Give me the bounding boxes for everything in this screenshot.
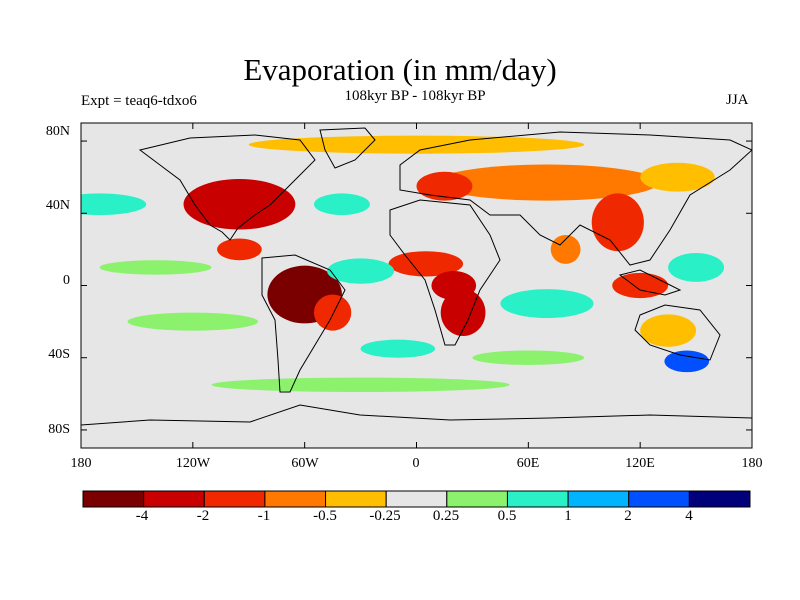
coast-africa <box>389 199 501 346</box>
anomaly-patch-22 <box>313 193 370 216</box>
experiment-label: Expt = teaq6-tdxo6 <box>81 93 197 109</box>
anomaly-patch-20 <box>211 377 510 393</box>
anomaly-patch-18 <box>500 289 594 318</box>
coastlines <box>81 127 752 426</box>
colorbar-label-6: 0.25 <box>432 508 460 524</box>
coast-maritime <box>618 269 682 296</box>
x-tick-0: 0 <box>412 456 420 471</box>
anomaly-patch-7 <box>440 289 486 337</box>
axis-ticks <box>80 123 753 448</box>
anomaly-patch-13 <box>640 314 697 347</box>
colorbar-label-7: 0.5 <box>497 508 517 524</box>
colorbar-box-11 <box>688 490 751 508</box>
anomaly-patch-1 <box>183 178 296 230</box>
colorbar-label-8: 1 <box>564 508 572 524</box>
x-tick-120w: 120W <box>175 456 211 471</box>
colorbar-label-3: -1 <box>257 508 271 524</box>
anomaly-patch-11 <box>550 234 581 264</box>
season-label: JJA <box>726 92 749 108</box>
anomaly-patch-16 <box>99 260 212 275</box>
y-tick-80n: 80N <box>45 124 70 139</box>
y-tick-40n: 40N <box>45 198 70 213</box>
coast-eurasia <box>399 131 752 266</box>
colorbar-box-6 <box>385 490 448 508</box>
anomaly-patch-14 <box>640 162 715 192</box>
colorbar-box-7 <box>446 490 508 508</box>
anomaly-patch-2 <box>217 238 262 261</box>
colorbar-box-3 <box>203 490 266 508</box>
anomaly-patch-9 <box>416 171 473 201</box>
chart-title: Evaporation (in mm/day) <box>243 52 557 87</box>
y-tick-0: 0 <box>63 273 70 288</box>
anomaly-patch-25 <box>668 253 725 282</box>
anomaly-patch-24 <box>248 135 585 154</box>
anomaly-patch-19 <box>664 350 710 373</box>
colorbar-box-8 <box>506 490 569 508</box>
colorbar-label-4: -0.5 <box>313 508 337 524</box>
colorbar-label-2: -2 <box>196 508 210 524</box>
anomaly-patch-10 <box>591 193 644 252</box>
colorbar-label-5: -0.25 <box>369 508 401 524</box>
y-tick-80s: 80S <box>48 422 70 437</box>
coast-antarctica <box>81 404 752 426</box>
anomaly-patch-8 <box>435 164 659 201</box>
colorbar-label-1: -4 <box>135 508 149 524</box>
x-tick-180e: 180 <box>741 456 763 471</box>
colorbar-box-1 <box>82 490 145 508</box>
colorbar-label-10: 4 <box>685 508 693 524</box>
x-tick-60e: 60E <box>516 456 540 471</box>
anomaly-patch-23 <box>81 193 147 216</box>
anomaly-patch-21 <box>360 339 436 358</box>
anomaly-patch-4 <box>313 294 352 331</box>
colorbar-box-5 <box>325 490 387 508</box>
anomaly-layer <box>81 135 725 393</box>
coast-south-america <box>261 254 346 393</box>
colorbar-box-2 <box>143 490 205 508</box>
colorbar-box-10 <box>628 490 690 508</box>
colorbar-label-9: 2 <box>624 508 632 524</box>
anomaly-patch-17 <box>127 312 259 331</box>
x-tick-60w: 60W <box>291 456 319 471</box>
y-tick-40s: 40S <box>48 347 70 362</box>
x-tick-180w: 180 <box>70 456 92 471</box>
anomaly-patch-26 <box>472 350 585 365</box>
anomaly-patch-15 <box>327 258 395 284</box>
coast-australia <box>634 304 721 361</box>
chart-subtitle: 108kyr BP - 108kyr BP <box>344 88 486 104</box>
coast-greenland <box>319 127 376 169</box>
colorbar-box-9 <box>567 490 630 508</box>
colorbar-box-4 <box>264 490 327 508</box>
x-tick-120e: 120E <box>625 456 655 471</box>
coast-north-america <box>138 134 316 241</box>
